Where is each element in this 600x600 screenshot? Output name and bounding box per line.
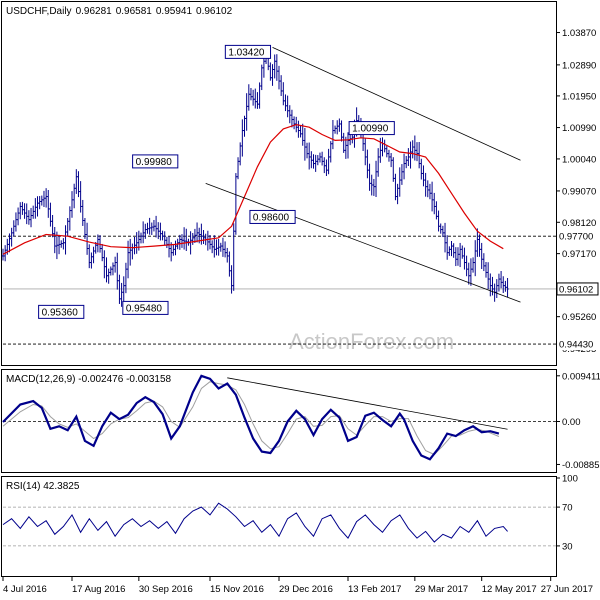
price-annotation: 1.00990 — [348, 121, 395, 136]
candle — [506, 278, 509, 298]
macd-signal-line — [2, 381, 500, 456]
rsi-tick-label: 30 — [562, 541, 573, 552]
price-tick-label: 0.99070 — [562, 186, 596, 197]
moving-average-line — [2, 123, 504, 255]
price-annotation: 1.03420 — [224, 44, 272, 59]
level-tag-box — [557, 230, 598, 243]
annotation-label: 1.03420 — [228, 47, 265, 58]
header-open: 0.96281 — [76, 6, 113, 17]
price-annotation: 0.98600 — [249, 209, 296, 224]
price-annotation: 0.95360 — [38, 304, 85, 319]
macd-title: MACD(12,26,9) -0.002476 -0.003158 — [6, 374, 172, 385]
rsi-title: RSI(14) 42.3825 — [6, 481, 80, 492]
header-low: 0.95941 — [156, 6, 193, 17]
price-tick-label: 1.01950 — [562, 91, 596, 102]
date-tick-label: 27 Jun 2017 — [541, 584, 593, 595]
annotation-label: 0.99980 — [136, 157, 173, 168]
macd-tick-label: -0.008852 — [562, 460, 600, 471]
annotation-label: 0.95480 — [126, 303, 163, 314]
annotation-label: 1.00990 — [352, 124, 389, 135]
price-tick-label: 0.98120 — [562, 218, 596, 229]
level-tag-label: 0.96102 — [559, 284, 593, 295]
price-layer: 1.03420 1.00990 0.99980 0.98600 0.95360 0.954… — [1, 44, 556, 345]
price-tick-label: 1.00040 — [562, 154, 596, 165]
macd-layer — [2, 374, 556, 461]
rsi-line — [2, 502, 508, 543]
price-tick-label: 1.02890 — [562, 60, 596, 71]
price-annotation: 0.95480 — [122, 300, 169, 315]
price-header: USDCHF,Daily 0.96281 0.96581 0.95941 0.96102 — [6, 6, 233, 17]
rsi-tick-label: 100 — [562, 474, 578, 485]
macd-trendline — [227, 377, 508, 430]
price-panel-frame — [1, 1, 557, 366]
rsi-panel-frame — [1, 476, 557, 577]
annotation-box — [348, 121, 395, 136]
annotation-label: 0.98600 — [253, 212, 290, 223]
date-tick-label: 30 Sep 2016 — [139, 584, 193, 595]
macd-tick-label: 0.009411 — [562, 371, 600, 382]
level-tag-box — [556, 282, 599, 296]
level-tag-box — [557, 338, 598, 351]
candles — [1, 50, 509, 307]
rsi-tick-label: 70 — [562, 503, 573, 514]
date-tick-label: 4 Jul 2016 — [3, 584, 47, 595]
price-annotation: 0.99980 — [132, 154, 179, 169]
macd-tick-label: 0.00 — [562, 417, 581, 428]
level-tag-label: 0.94430 — [559, 340, 593, 351]
date-tick-label: 29 Mar 2017 — [415, 584, 468, 595]
annotation-box — [249, 209, 296, 224]
channel-trendline — [205, 182, 521, 303]
axis-layer: 1.03870 1.02890 1.01950 1.00990 1.00040 0.990… — [2, 28, 600, 595]
date-tick-label: 17 Aug 2016 — [72, 584, 125, 595]
annotation-box — [122, 300, 169, 315]
annotation-label: 0.95360 — [42, 307, 79, 318]
watermark: ActionForex.com — [289, 329, 454, 354]
header-close: 0.96102 — [196, 6, 233, 17]
channel-trendline — [272, 47, 521, 161]
level-tag-label: 0.97700 — [559, 232, 593, 243]
date-tick-label: 15 Nov 2016 — [210, 584, 264, 595]
annotation-box — [224, 44, 272, 59]
macd-line — [2, 374, 500, 461]
annotation-box — [38, 304, 85, 319]
date-tick-label: 12 May 2017 — [482, 584, 537, 595]
date-tick-label: 13 Feb 2017 — [348, 584, 401, 595]
price-tick-label: 0.97170 — [562, 249, 596, 260]
rsi-layer — [2, 502, 556, 547]
header-symbol: USDCHF,Daily — [6, 6, 72, 17]
price-tick-label: 1.03870 — [562, 28, 596, 39]
annotation-box — [132, 154, 179, 169]
header-high: 0.96581 — [116, 6, 153, 17]
price-tick-label: 0.95260 — [562, 312, 596, 323]
price-tick-label: 1.00990 — [562, 123, 596, 134]
date-tick-label: 29 Dec 2016 — [279, 584, 333, 595]
